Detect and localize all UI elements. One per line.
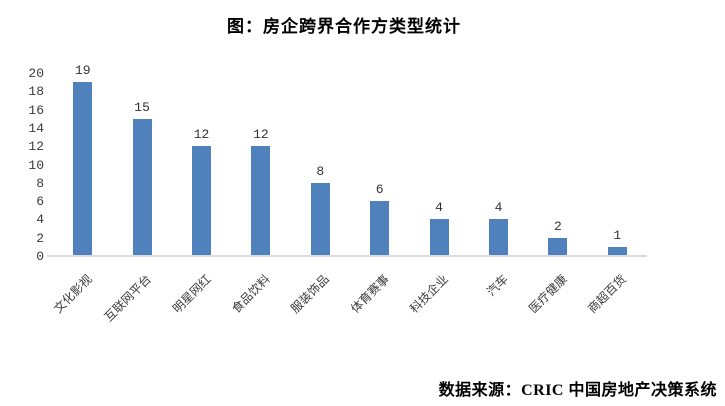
y-tick-label: 20 bbox=[28, 66, 44, 81]
bar-value-label: 12 bbox=[193, 127, 210, 143]
plot-area: 19 15 12 12 8 6 4 4 2 1 bbox=[53, 64, 647, 256]
y-tick-label: 16 bbox=[28, 102, 44, 118]
bar-value-label: 2 bbox=[553, 218, 562, 234]
bar-value-label: 8 bbox=[316, 163, 325, 179]
y-axis: 0 2 4 6 8 10 12 14 16 18 20 bbox=[2, 66, 44, 264]
bar-value-label: 1 bbox=[613, 227, 622, 243]
y-tick-label: 10 bbox=[28, 157, 44, 173]
x-axis-labels: 文化影视 互联网平台 明星网红 食品饮料 服装饰品 体育赛事 科技企业 汽车 医疗健康 商超百货 bbox=[51, 258, 647, 358]
y-tick-label: 6 bbox=[36, 194, 44, 210]
bar bbox=[489, 219, 508, 256]
y-tick-label: 18 bbox=[28, 84, 44, 100]
y-tick-label: 2 bbox=[36, 230, 44, 246]
chart-title: 图：房企跨界合作方类型统计 bbox=[227, 17, 461, 36]
y-tick-label: 12 bbox=[28, 139, 44, 155]
bar bbox=[370, 201, 390, 256]
bar bbox=[310, 182, 330, 256]
y-tick-label: 4 bbox=[36, 212, 44, 228]
bar-value-label: 6 bbox=[375, 182, 384, 198]
y-tick-label: 8 bbox=[36, 175, 44, 191]
bar-value-label: 4 bbox=[494, 200, 503, 216]
bar-value-label: 4 bbox=[435, 200, 443, 216]
y-tick-label: 0 bbox=[36, 249, 44, 264]
bar-value-label: 19 bbox=[74, 63, 91, 79]
bar bbox=[132, 118, 152, 256]
bar bbox=[192, 146, 211, 256]
source-note: 数据来源：CRIC 中国房地产决策系统 bbox=[438, 382, 717, 399]
y-tick-label: 14 bbox=[28, 120, 44, 136]
bar bbox=[429, 219, 449, 256]
bar bbox=[251, 146, 271, 256]
bar-value-label: 15 bbox=[134, 99, 150, 115]
bar-value-label: 12 bbox=[253, 127, 269, 143]
bar bbox=[548, 237, 568, 256]
bar bbox=[607, 246, 627, 256]
bar bbox=[73, 82, 93, 256]
x-axis-line bbox=[47, 255, 647, 257]
